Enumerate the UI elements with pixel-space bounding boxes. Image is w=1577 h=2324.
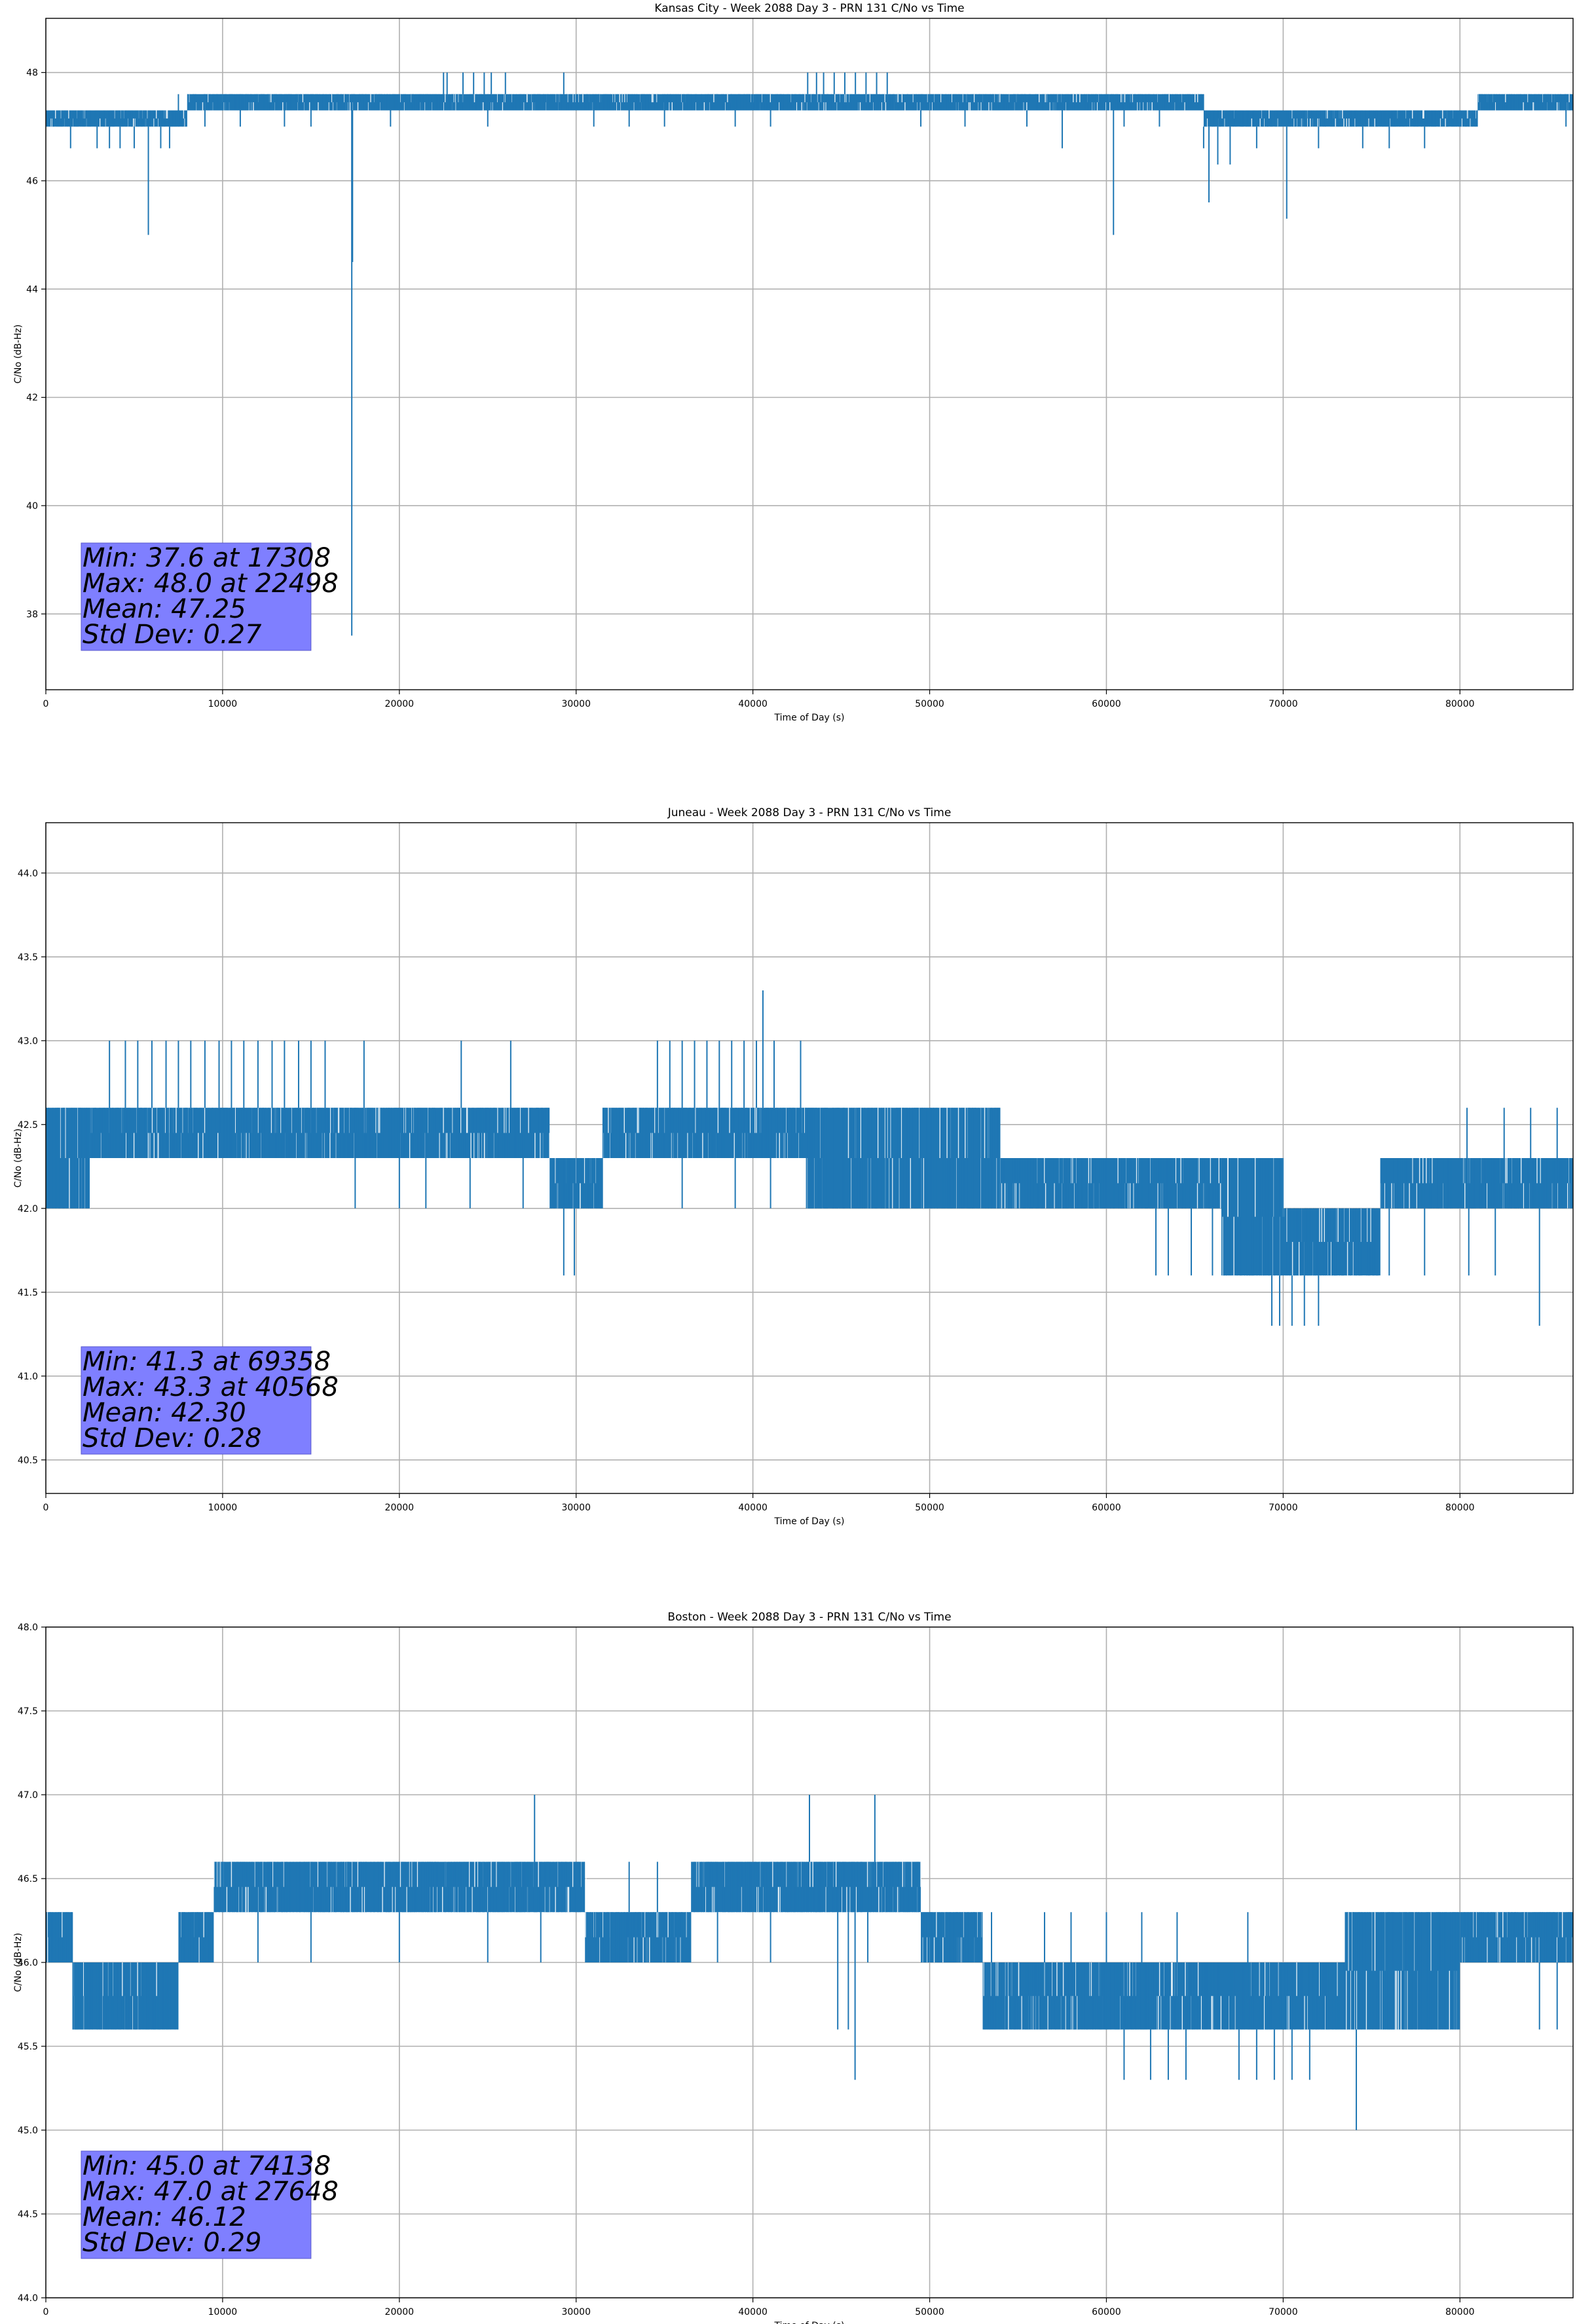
stats-min-line: Min: 37.6 at 17308 bbox=[83, 543, 331, 573]
y-tick-label: 47.0 bbox=[18, 1790, 38, 1801]
y-tick-label: 46.5 bbox=[18, 1874, 38, 1884]
y-axis-label: C/No (dB-Hz) bbox=[13, 324, 24, 383]
y-tick-label: 40 bbox=[26, 501, 38, 512]
y-tick-label: 41.0 bbox=[18, 1372, 38, 1382]
stats-box bbox=[81, 542, 312, 651]
chart-panel-2: 0 10000 20000 30000 40000 50000 60000 70000 8000… bbox=[13, 806, 1574, 1527]
grid-lines bbox=[45, 18, 1573, 690]
chart-panel-3: 0 10000 20000 30000 40000 50000 60000 70000 8000… bbox=[13, 1611, 1574, 2324]
stats-std-line: Std Dev: 0.27 bbox=[83, 620, 262, 650]
x-tick-label: 20000 bbox=[385, 2307, 415, 2317]
stats-mean-line: Mean: 42.30 bbox=[83, 1398, 246, 1428]
stats-min-line: Min: 45.0 at 74138 bbox=[83, 2151, 331, 2181]
y-tick-label: 43.5 bbox=[18, 952, 38, 963]
cno-series bbox=[46, 72, 1573, 636]
stats-max-line: Max: 48.0 at 22498 bbox=[83, 569, 339, 599]
x-tick-label: 10000 bbox=[208, 699, 238, 709]
cno-series bbox=[46, 990, 1573, 1326]
stats-box bbox=[81, 2150, 312, 2259]
cno-series bbox=[46, 1795, 1573, 2130]
chart-title: Kansas City - Week 2088 Day 3 - PRN 131 … bbox=[654, 2, 964, 15]
y-tick-label: 44 bbox=[26, 284, 38, 295]
band-segment bbox=[46, 1108, 90, 1209]
y-tick-label: 45.0 bbox=[18, 2126, 38, 2136]
x-tick-label: 70000 bbox=[1269, 1503, 1298, 1513]
x-tick-label: 30000 bbox=[561, 699, 591, 709]
stats-min-line: Min: 41.3 at 69358 bbox=[83, 1347, 331, 1377]
axes-frame bbox=[45, 822, 1574, 1494]
y-tick-label: 42.5 bbox=[18, 1120, 38, 1131]
stats-mean-line: Mean: 47.25 bbox=[83, 594, 246, 624]
stats-std-line: Std Dev: 0.29 bbox=[83, 2228, 262, 2258]
x-tick-label: 50000 bbox=[915, 1503, 944, 1513]
stats-box bbox=[81, 1346, 312, 1455]
y-tick-label: 38 bbox=[26, 609, 38, 620]
y-tick-label: 44.0 bbox=[18, 869, 38, 879]
y-tick-label: 43.0 bbox=[18, 1036, 38, 1047]
y-tick-label: 44.0 bbox=[18, 2293, 38, 2304]
x-tick-label: 50000 bbox=[915, 2307, 944, 2317]
y-tick-label: 45.5 bbox=[18, 2042, 38, 2052]
chart-title: Boston - Week 2088 Day 3 - PRN 131 C/No … bbox=[667, 1611, 951, 1624]
x-tick-label: 60000 bbox=[1092, 2307, 1121, 2317]
x-axis-label: Time of Day (s) bbox=[774, 1516, 845, 1527]
y-tick-label: 46 bbox=[26, 176, 38, 187]
x-tick-label: 40000 bbox=[738, 1503, 768, 1513]
y-tick-label: 42.0 bbox=[18, 1204, 38, 1214]
x-tick-label: 80000 bbox=[1445, 699, 1475, 709]
y-tick-label: 48.0 bbox=[18, 1622, 38, 1633]
x-tick-label: 10000 bbox=[208, 1503, 238, 1513]
x-tick-label: 10000 bbox=[208, 2307, 238, 2317]
x-axis-label: Time of Day (s) bbox=[774, 713, 845, 723]
x-tick-label: 0 bbox=[43, 2307, 49, 2317]
x-tick-label: 20000 bbox=[385, 699, 415, 709]
x-tick-label: 80000 bbox=[1445, 2307, 1475, 2317]
x-axis-label: Time of Day (s) bbox=[774, 2321, 845, 2324]
x-tick-label: 30000 bbox=[561, 2307, 591, 2317]
x-tick-label: 70000 bbox=[1269, 2307, 1298, 2317]
x-tick-label: 20000 bbox=[385, 1503, 415, 1513]
chart-panel-1: 0 10000 20000 30000 40000 50000 60000 70000 8000… bbox=[13, 2, 1574, 723]
y-tick-label: 48 bbox=[26, 68, 38, 79]
y-tick-label: 44.5 bbox=[18, 2209, 38, 2220]
y-tick-label: 41.5 bbox=[18, 1288, 38, 1298]
x-tick-label: 0 bbox=[43, 1503, 49, 1513]
band-flicker bbox=[46, 1108, 1572, 1276]
y-axis-label: C/No (dB-Hz) bbox=[13, 1933, 24, 1992]
y-tick-label: 42 bbox=[26, 393, 38, 403]
y-tick-label: 47.5 bbox=[18, 1706, 38, 1717]
y-axis-label: C/No (dB-Hz) bbox=[13, 1129, 24, 1188]
x-tick-label: 70000 bbox=[1269, 699, 1298, 709]
x-tick-label: 60000 bbox=[1092, 699, 1121, 709]
band-flicker bbox=[46, 1862, 1572, 2030]
x-tick-label: 40000 bbox=[738, 2307, 768, 2317]
band-flicker bbox=[46, 94, 1572, 127]
stats-max-line: Max: 43.3 at 40568 bbox=[83, 1372, 339, 1402]
stats-mean-line: Mean: 46.12 bbox=[83, 2202, 246, 2232]
x-tick-label: 30000 bbox=[561, 1503, 591, 1513]
x-tick-label: 50000 bbox=[915, 699, 944, 709]
x-tick-label: 60000 bbox=[1092, 1503, 1121, 1513]
x-tick-label: 80000 bbox=[1445, 1503, 1475, 1513]
x-tick-label: 40000 bbox=[738, 699, 768, 709]
stats-max-line: Max: 47.0 at 27648 bbox=[83, 2177, 339, 2207]
axes-frame bbox=[45, 18, 1574, 690]
axes-frame bbox=[45, 1626, 1574, 2298]
y-tick-label: 40.5 bbox=[18, 1455, 38, 1466]
y-tick-label: 46.0 bbox=[18, 1958, 38, 1968]
stats-std-line: Std Dev: 0.28 bbox=[83, 1423, 262, 1453]
chart-title: Juneau - Week 2088 Day 3 - PRN 131 C/No … bbox=[667, 806, 952, 819]
x-tick-label: 0 bbox=[43, 699, 49, 709]
